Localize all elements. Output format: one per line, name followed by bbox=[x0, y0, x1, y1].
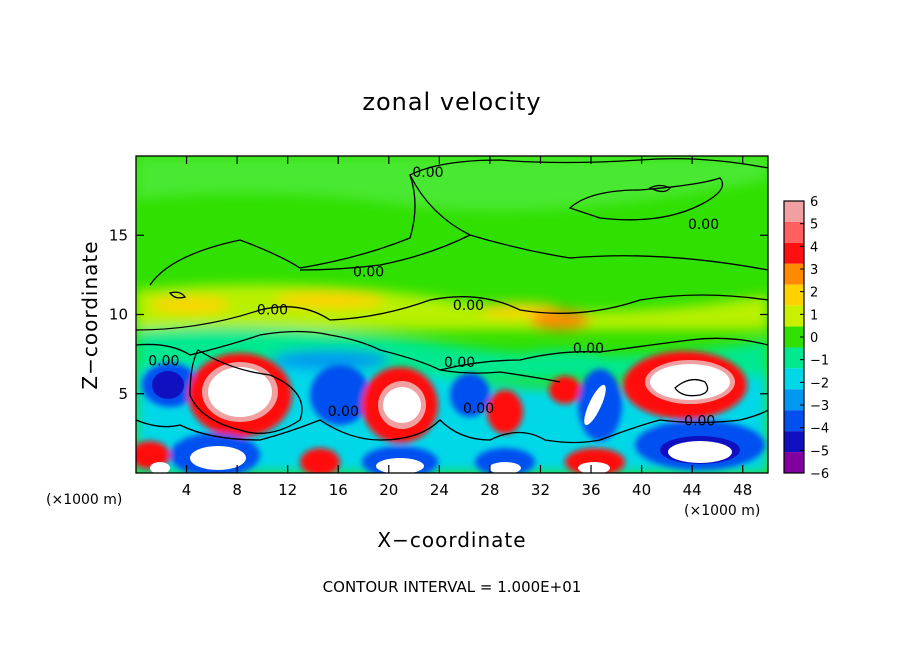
colorbar-label: 6 bbox=[810, 195, 818, 210]
x-tick-label: 48 bbox=[733, 481, 752, 499]
contour-labels: 0.00 0.00 0.00 0.00 0.00 0.00 0.00 0.00 0.00 0.00… bbox=[148, 165, 719, 430]
x-tick-label: 36 bbox=[581, 481, 600, 499]
colorbar-swatch bbox=[784, 263, 804, 285]
x-tick-label: 16 bbox=[329, 481, 348, 499]
x-unit-left: (×1000 m) bbox=[46, 492, 123, 508]
colorbar-label: −3 bbox=[810, 399, 829, 414]
y-tick-label: 15 bbox=[109, 226, 128, 244]
colorbar-label: 3 bbox=[810, 263, 818, 278]
x-tick-label: 12 bbox=[278, 481, 297, 499]
colorbar-swatch bbox=[784, 326, 804, 348]
y-tick-label: 10 bbox=[109, 306, 128, 324]
x-tick-label: 44 bbox=[683, 481, 702, 499]
contour-label: 0.00 bbox=[463, 401, 494, 417]
colorbar-swatch bbox=[784, 389, 804, 411]
contour-label: 0.00 bbox=[444, 355, 475, 371]
colorbar-label: −5 bbox=[810, 444, 829, 459]
x-axis-label: X−coordinate bbox=[377, 528, 527, 552]
colorbar: 6 5 4 3 2 1 0 −1 −2 −3 −4 −5 −6 bbox=[783, 195, 829, 482]
colorbar-swatch bbox=[784, 221, 804, 243]
x-tick-label: 8 bbox=[232, 481, 242, 499]
contour-label: 0.00 bbox=[148, 353, 179, 369]
colorbar-swatch bbox=[784, 305, 804, 327]
colorbar-swatch bbox=[784, 284, 804, 306]
colorbar-label: 2 bbox=[810, 286, 818, 301]
colorbar-swatch bbox=[784, 431, 804, 453]
x-tick-label: 4 bbox=[182, 481, 192, 499]
colorbar-label: 5 bbox=[810, 218, 818, 233]
colorbar-swatch bbox=[784, 368, 804, 390]
velocity-field bbox=[136, 156, 768, 473]
colorbar-label: 4 bbox=[810, 240, 818, 255]
colorbar-swatch bbox=[784, 347, 804, 369]
contour-label: 0.00 bbox=[573, 341, 604, 357]
x-tick-label: 20 bbox=[379, 481, 398, 499]
contour-label: 0.00 bbox=[412, 165, 443, 181]
contour-label: 0.00 bbox=[328, 404, 359, 420]
x-tick-label: 28 bbox=[480, 481, 499, 499]
x-tick-label: 24 bbox=[430, 481, 449, 499]
contour-interval-note: CONTOUR INTERVAL = 1.000E+01 bbox=[322, 578, 582, 596]
contour-label: 0.00 bbox=[684, 414, 715, 430]
contour-label: 0.00 bbox=[688, 217, 719, 233]
colorbar-swatch bbox=[784, 452, 804, 473]
contour-label: 0.00 bbox=[353, 265, 384, 281]
colorbar-swatch bbox=[784, 242, 804, 264]
colorbar-label: −6 bbox=[810, 467, 829, 482]
x-tick-label: 40 bbox=[632, 481, 651, 499]
colorbar-label: −2 bbox=[810, 376, 829, 391]
chart-title: zonal velocity bbox=[362, 88, 542, 116]
x-tick-label: 32 bbox=[531, 481, 550, 499]
colorbar-swatch bbox=[784, 201, 804, 222]
colorbar-label: −1 bbox=[810, 354, 829, 369]
colorbar-swatch bbox=[784, 410, 804, 432]
y-tick-label: 5 bbox=[118, 385, 128, 403]
contour-label: 0.00 bbox=[257, 303, 288, 319]
colorbar-label: 1 bbox=[810, 308, 818, 323]
colorbar-label: 0 bbox=[810, 331, 818, 346]
colorbar-label: −4 bbox=[810, 422, 829, 437]
contour-label: 0.00 bbox=[453, 298, 484, 314]
x-unit-right: (×1000 m) bbox=[684, 503, 761, 519]
